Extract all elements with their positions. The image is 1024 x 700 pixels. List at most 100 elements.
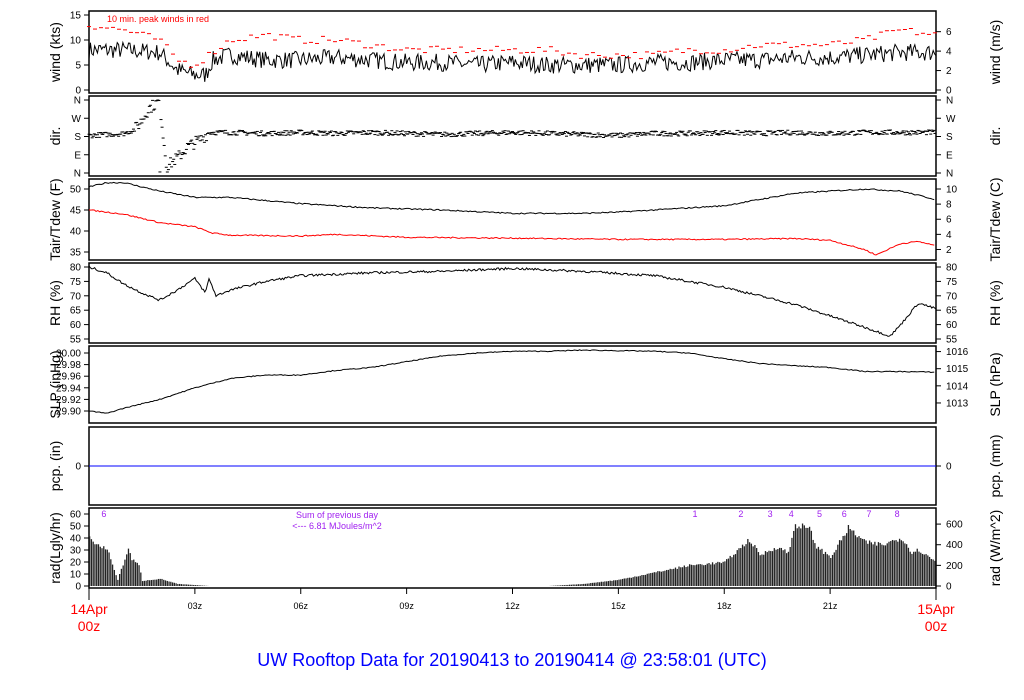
radiation-bar bbox=[681, 567, 684, 586]
radiation-bar bbox=[159, 578, 161, 586]
radiation-bar bbox=[780, 547, 783, 586]
radiation-bar bbox=[104, 549, 107, 586]
radiation-bar bbox=[630, 577, 633, 586]
radiation-bar bbox=[902, 541, 904, 586]
sea-level-pressure-line bbox=[88, 349, 935, 414]
radiation-bar bbox=[722, 561, 724, 586]
radiation-bar bbox=[865, 540, 867, 586]
radiation-bar bbox=[108, 552, 110, 586]
radiation-bar bbox=[602, 581, 604, 586]
radiation-bar bbox=[89, 536, 91, 586]
radiation-bar bbox=[178, 583, 181, 586]
radiation-bar bbox=[138, 565, 140, 586]
radiation-bar bbox=[614, 580, 617, 586]
radiation-bar bbox=[876, 545, 878, 586]
hour-marker: 2 bbox=[738, 509, 743, 519]
radiation-bar bbox=[805, 527, 807, 586]
radiation-bar bbox=[923, 554, 925, 586]
radiation-bar bbox=[161, 578, 163, 586]
radiation-bar bbox=[568, 584, 571, 586]
radiation-bar bbox=[646, 573, 648, 586]
radiation-bar bbox=[849, 528, 851, 586]
y-tick-label: 60 bbox=[70, 320, 82, 331]
radiation-bar bbox=[577, 584, 580, 586]
y-tick-label: 10 bbox=[70, 36, 82, 47]
y-tick-label-right: 8 bbox=[946, 200, 952, 211]
radiation-bar bbox=[118, 574, 121, 586]
radiation-bar bbox=[861, 538, 864, 586]
radiation-bar bbox=[154, 579, 156, 586]
y-axis-label: rad(Lgly/hr) bbox=[47, 512, 63, 584]
y-tick-label: 29.94 bbox=[56, 383, 81, 394]
radiation-bar bbox=[92, 541, 94, 586]
radiation-bar bbox=[191, 584, 193, 586]
radiation-bar bbox=[886, 543, 888, 586]
radiation-bar bbox=[844, 535, 846, 586]
radiation-bar bbox=[685, 567, 687, 586]
radiation-bar bbox=[122, 565, 124, 586]
radiation-bar bbox=[168, 581, 170, 586]
radiation-bar bbox=[120, 568, 123, 586]
radiation-bar bbox=[676, 568, 678, 586]
y-axis-label-right: Tair/Tdew (C) bbox=[987, 177, 1003, 261]
radiation-bar bbox=[97, 544, 100, 586]
radiation-bar bbox=[671, 569, 673, 586]
radiation-bar bbox=[606, 581, 608, 586]
y-tick-label-right: 65 bbox=[946, 306, 958, 317]
radiation-bar bbox=[669, 568, 671, 586]
radiation-bar bbox=[888, 541, 890, 586]
y-tick-label: 50 bbox=[70, 185, 82, 196]
y-tick-label-right: 55 bbox=[946, 335, 958, 346]
radiation-bar bbox=[733, 554, 735, 586]
radiation-bar bbox=[881, 544, 883, 586]
radiation-bar bbox=[911, 553, 913, 586]
radiation-bar bbox=[648, 573, 650, 586]
radiation-bar bbox=[743, 546, 745, 586]
radiation-bar bbox=[837, 544, 839, 586]
x-tick-label: 06z bbox=[293, 601, 308, 611]
radiation-bar bbox=[673, 568, 675, 586]
radiation-bar bbox=[660, 571, 663, 586]
radiation-bar bbox=[736, 550, 738, 586]
radiation-bar bbox=[868, 540, 871, 586]
radiation-bar bbox=[819, 549, 821, 586]
radiation-bar bbox=[145, 580, 147, 586]
radiation-bar bbox=[567, 584, 569, 586]
radiation-bar bbox=[583, 583, 585, 586]
radiation-bar bbox=[750, 543, 753, 586]
radiation-bar bbox=[186, 584, 188, 586]
y-tick-label: 5 bbox=[75, 61, 81, 72]
radiation-bar bbox=[182, 584, 184, 586]
y-tick-label-right: 4 bbox=[946, 230, 952, 241]
y-tick-label: 0 bbox=[75, 86, 81, 97]
radiation-bar bbox=[588, 583, 590, 586]
radiation-bar bbox=[766, 552, 768, 586]
radiation-bar bbox=[807, 527, 809, 586]
radiation-bar bbox=[786, 553, 788, 586]
y-tick-label: 70 bbox=[70, 291, 82, 302]
radiation-bar bbox=[193, 584, 195, 586]
radiation-bar bbox=[662, 571, 664, 586]
radiation-bar bbox=[697, 564, 700, 586]
radiation-bar bbox=[653, 572, 655, 586]
radiation-bar bbox=[609, 580, 611, 586]
radiation-bar bbox=[717, 561, 719, 586]
radiation-bar bbox=[632, 577, 634, 586]
time-label: 00z bbox=[78, 618, 101, 634]
radiation-bar bbox=[196, 585, 198, 586]
radiation-bar bbox=[666, 569, 668, 586]
radiation-bar bbox=[634, 576, 636, 586]
radiation-bar bbox=[611, 580, 613, 586]
radiation-bar bbox=[814, 543, 816, 586]
radiation-bar bbox=[94, 544, 96, 586]
radiation-bar bbox=[768, 550, 770, 586]
y-tick-label-right: E bbox=[946, 150, 953, 161]
radiation-bar bbox=[683, 565, 685, 586]
radiation-bar bbox=[757, 552, 760, 586]
radiation-bar bbox=[180, 584, 183, 586]
y-axis-label-right: RH (%) bbox=[987, 280, 1003, 326]
panel-frame bbox=[88, 262, 937, 344]
radiation-bar bbox=[883, 545, 885, 586]
daily-sum-label: Sum of previous day bbox=[296, 510, 379, 520]
radiation-bar bbox=[101, 548, 103, 586]
